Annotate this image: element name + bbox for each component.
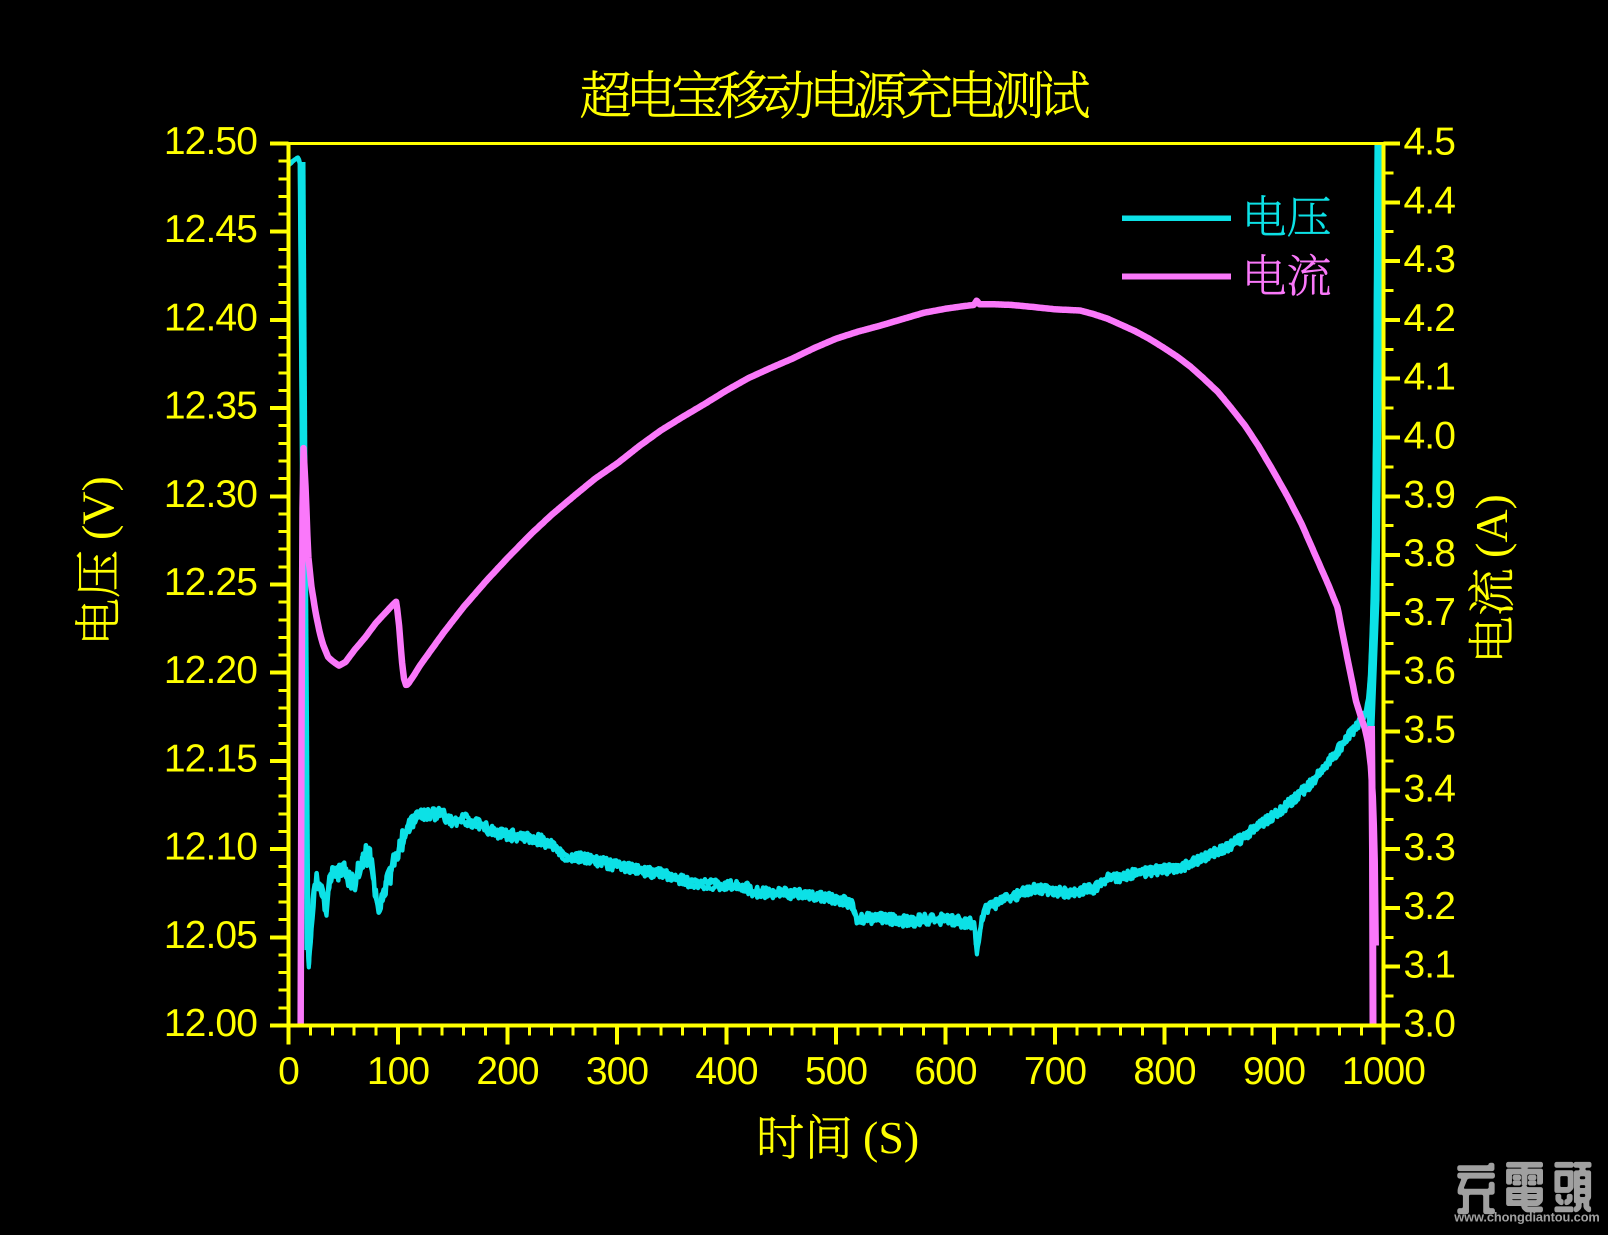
svg-text:4.4: 4.4 (1404, 179, 1456, 222)
svg-text:900: 900 (1243, 1050, 1306, 1093)
svg-text:3.3: 3.3 (1404, 826, 1456, 869)
svg-text:(S): (S) (863, 1112, 919, 1163)
svg-text:12.25: 12.25 (164, 561, 257, 604)
svg-text:4.2: 4.2 (1404, 297, 1456, 340)
svg-text:0: 0 (278, 1050, 299, 1093)
svg-text:(V): (V) (73, 476, 124, 540)
svg-text:400: 400 (695, 1050, 758, 1093)
svg-text:12.40: 12.40 (164, 296, 257, 339)
svg-text:3.2: 3.2 (1404, 885, 1456, 928)
svg-text:12.20: 12.20 (164, 649, 257, 692)
svg-text:3.9: 3.9 (1404, 473, 1456, 516)
svg-text:1000: 1000 (1342, 1050, 1425, 1093)
svg-text:3.0: 3.0 (1404, 1003, 1456, 1046)
svg-text:12.10: 12.10 (164, 826, 257, 869)
svg-text:3.6: 3.6 (1404, 650, 1456, 693)
svg-text:300: 300 (586, 1050, 649, 1093)
svg-text:3.5: 3.5 (1404, 709, 1456, 752)
svg-text:12.35: 12.35 (164, 385, 257, 428)
svg-text:4.1: 4.1 (1404, 356, 1456, 399)
svg-text:3.7: 3.7 (1404, 591, 1456, 634)
svg-text:4.3: 4.3 (1404, 238, 1456, 281)
svg-text:700: 700 (1024, 1050, 1087, 1093)
svg-text:800: 800 (1133, 1050, 1196, 1093)
svg-text:500: 500 (805, 1050, 868, 1093)
svg-text:12.15: 12.15 (164, 737, 257, 780)
svg-text:12.45: 12.45 (164, 208, 257, 251)
svg-text:3.8: 3.8 (1404, 532, 1456, 575)
svg-text:4.5: 4.5 (1404, 121, 1456, 164)
svg-text:(A): (A) (1466, 494, 1517, 558)
svg-text:100: 100 (367, 1050, 430, 1093)
svg-text:12.50: 12.50 (164, 120, 257, 163)
svg-text:12.30: 12.30 (164, 473, 257, 516)
svg-text:600: 600 (914, 1050, 977, 1093)
svg-text:www.chongdiantou.com: www.chongdiantou.com (1453, 1210, 1599, 1225)
svg-text:4.0: 4.0 (1404, 415, 1456, 458)
svg-text:3.4: 3.4 (1404, 767, 1456, 810)
svg-text:12.05: 12.05 (164, 914, 257, 957)
svg-text:3.1: 3.1 (1404, 944, 1456, 987)
svg-text:200: 200 (476, 1050, 539, 1093)
svg-text:12.00: 12.00 (164, 1002, 257, 1045)
